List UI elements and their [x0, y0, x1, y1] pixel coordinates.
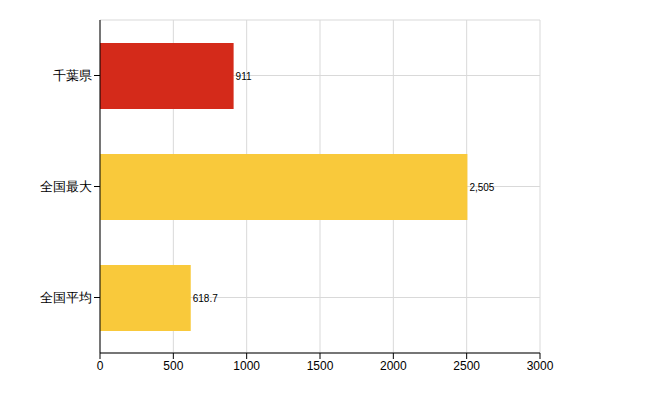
svg-text:0: 0 [97, 359, 104, 373]
svg-text:千葉県: 千葉県 [53, 68, 92, 83]
svg-text:全国平均: 全国平均 [40, 290, 92, 305]
svg-text:2,505: 2,505 [469, 182, 494, 193]
svg-text:2000: 2000 [380, 359, 407, 373]
svg-text:1500: 1500 [307, 359, 334, 373]
svg-text:1000: 1000 [233, 359, 260, 373]
svg-text:500: 500 [163, 359, 183, 373]
svg-text:911: 911 [236, 71, 252, 82]
svg-text:2500: 2500 [453, 359, 480, 373]
svg-text:3000: 3000 [527, 359, 554, 373]
svg-text:全国最大: 全国最大 [40, 179, 92, 194]
svg-text:618.7: 618.7 [193, 293, 218, 304]
